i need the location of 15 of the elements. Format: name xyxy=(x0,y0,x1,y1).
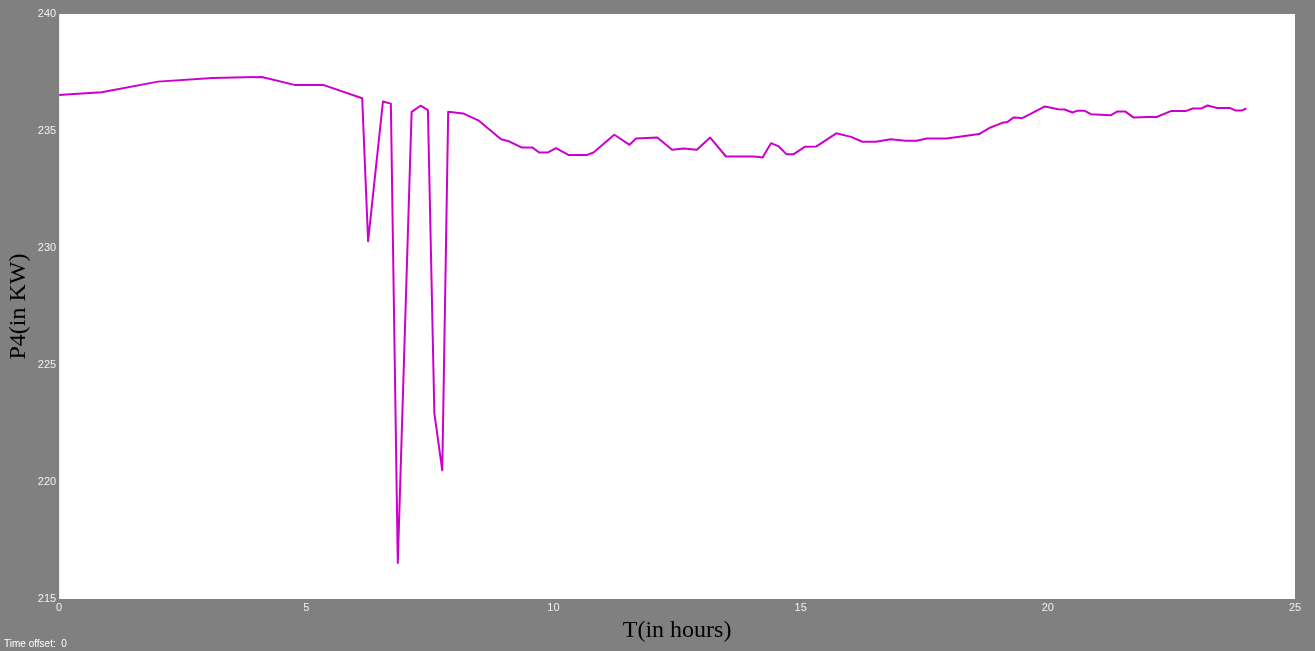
y-tick-label: 230 xyxy=(37,241,57,254)
y-tick-label: 225 xyxy=(37,358,57,371)
y-tick-label: 220 xyxy=(37,475,57,488)
text: Time offset: 0 xyxy=(4,637,68,649)
x-tick-label: 5 xyxy=(303,600,310,613)
x-tick-label: 10 xyxy=(547,600,560,613)
x-axis-title: T(in hours) xyxy=(622,615,732,642)
x-tick-label: 20 xyxy=(1041,600,1054,613)
y-tick-label: 235 xyxy=(37,124,57,137)
x-tick-label: 0 xyxy=(56,600,63,613)
y-tick-label: 240 xyxy=(37,7,57,20)
y-tick-label: 215 xyxy=(37,592,57,605)
y-axis-title: P4(in KW) xyxy=(3,253,30,360)
x-tick-label: 25 xyxy=(1288,600,1302,613)
x-tick-label: 15 xyxy=(794,600,807,613)
